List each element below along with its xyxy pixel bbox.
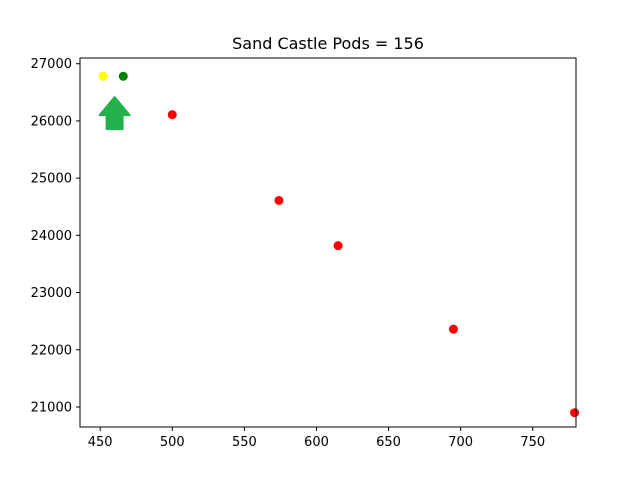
data-point [274, 195, 284, 205]
data-point [167, 110, 177, 120]
data-points [98, 71, 580, 418]
x-axis: 450 500 550 600 650 700 750 [88, 427, 545, 450]
data-point [333, 241, 343, 251]
y-tick-label: 22000 [31, 343, 72, 358]
x-tick-label: 700 [448, 435, 473, 450]
data-point [570, 408, 580, 418]
y-tick-label: 21000 [31, 400, 72, 415]
x-tick-label: 750 [520, 435, 545, 450]
y-axis: 21000 22000 23000 24000 25000 26000 27000 [31, 57, 80, 415]
y-tick-label: 23000 [31, 286, 72, 301]
y-tick-label: 24000 [31, 229, 72, 244]
arrow-layer [98, 96, 131, 131]
y-tick-label: 27000 [31, 57, 72, 72]
y-tick-label: 25000 [31, 172, 72, 187]
data-point [98, 71, 108, 81]
chart-title: Sand Castle Pods = 156 [232, 34, 424, 53]
plot-frame [79, 57, 577, 428]
data-point [448, 324, 458, 334]
x-tick-label: 500 [160, 435, 185, 450]
up-arrow-icon [98, 96, 131, 131]
y-tick-label: 26000 [31, 114, 72, 129]
data-point [118, 71, 128, 81]
x-tick-label: 550 [232, 435, 257, 450]
x-tick-label: 450 [88, 435, 113, 450]
x-tick-label: 650 [376, 435, 401, 450]
x-tick-label: 600 [304, 435, 329, 450]
